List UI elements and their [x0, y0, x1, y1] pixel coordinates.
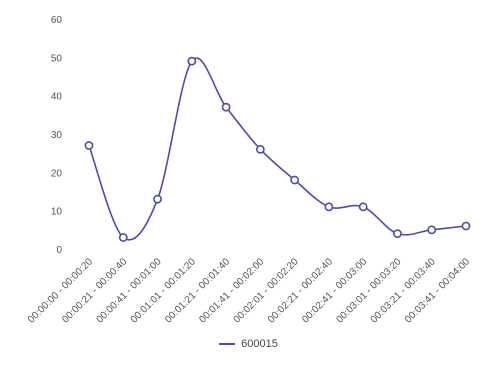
x-tick-label: 00:00:21 - 00:00:40 — [60, 256, 129, 325]
x-tick-label: 00:01:41 - 00:02:00 — [197, 256, 266, 325]
data-point[interactable] — [358, 202, 368, 212]
series-layer — [88, 57, 467, 241]
data-point[interactable] — [427, 225, 437, 235]
data-point[interactable] — [84, 141, 94, 150]
x-tick-label: 00:02:01 - 00:02:20 — [232, 256, 301, 325]
y-tick-label: 60 — [51, 15, 63, 26]
y-tick-label: 30 — [51, 130, 63, 141]
legend-label: 600015 — [241, 338, 278, 350]
x-tick-label: 00:02:41 - 00:03:00 — [300, 256, 369, 325]
y-tick-label: 10 — [51, 207, 63, 218]
data-point[interactable] — [393, 229, 402, 239]
data-point[interactable] — [221, 102, 231, 112]
legend-swatch — [219, 343, 236, 345]
data-point[interactable] — [187, 56, 197, 66]
x-tick-label: 00:01:01 - 00:01:20 — [129, 256, 198, 325]
x-tick-label: 00:03:41 - 00:04:00 — [403, 256, 472, 325]
y-tick-label: 0 — [56, 245, 62, 256]
series-line — [88, 57, 467, 241]
data-point[interactable] — [461, 221, 471, 231]
data-point[interactable] — [324, 202, 334, 212]
data-point[interactable] — [290, 175, 300, 185]
data-point[interactable] — [153, 194, 162, 204]
x-tick-label: 00:01:21 - 00:01:40 — [163, 256, 232, 325]
legend[interactable]: 600015 — [0, 336, 497, 352]
data-point[interactable] — [255, 144, 265, 154]
y-tick-label: 50 — [51, 53, 63, 64]
x-tick-label: 00:02:21 - 00:02:40 — [266, 256, 335, 325]
y-tick-label: 40 — [51, 92, 63, 103]
y-tick-label: 20 — [51, 168, 63, 179]
data-point[interactable] — [118, 233, 128, 242]
x-tick-label: 00:03:01 - 00:03:20 — [334, 256, 403, 325]
x-tick-label: 00:03:21 - 00:03:40 — [369, 256, 438, 325]
x-tick-label: 00:00:41 - 00:01:00 — [95, 256, 164, 325]
x-tick-label: 00:00:00 - 00:00:20 — [26, 256, 95, 325]
y-axis-ticks: 0 10 20 30 40 50 60 — [51, 15, 63, 256]
points-layer — [84, 56, 471, 242]
